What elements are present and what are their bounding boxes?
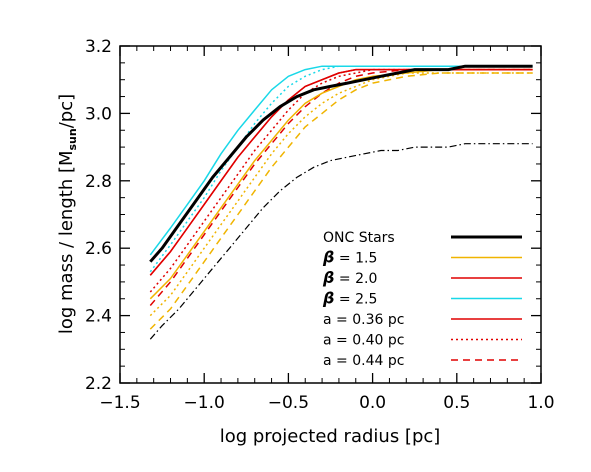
series-line-0 [149, 64, 533, 263]
x-tick-label: 1.0 [527, 393, 554, 413]
y-tick-label: 2.8 [85, 172, 112, 192]
legend-label: a = 0.44 pc [323, 353, 404, 369]
y-axis-title: log mass / length [Msun/pc] [56, 94, 79, 334]
y-tick-label: 2.4 [85, 307, 112, 327]
series-line-10 [149, 143, 533, 340]
legend-label: β = 2.0 [322, 268, 377, 287]
ticks-layer: −1.5 −1.0 −0.5 0.0 0.5 1.0 2.2 2.4 2.6 2.8 3.0 3.2 [85, 37, 555, 413]
x-tick-label: 0.5 [443, 393, 470, 413]
series-line-8 [149, 72, 533, 330]
series-line-9 [149, 65, 533, 273]
y-tick-label: 3.0 [85, 104, 112, 124]
y-tick-label: 2.6 [85, 239, 112, 259]
y-tick-label: 2.2 [85, 374, 112, 394]
x-tick-label: −1.5 [99, 393, 140, 413]
legend-label: a = 0.36 pc [323, 312, 404, 328]
legend-label: β = 2.5 [322, 289, 377, 308]
x-axis-title: log projected radius [pc] [220, 426, 441, 447]
series-layer [149, 64, 533, 340]
series-line-3 [149, 65, 533, 256]
legend-label: a = 0.40 pc [323, 333, 404, 349]
legend-label: β = 1.5 [322, 248, 377, 267]
y-tick-label: 3.2 [85, 37, 112, 57]
series-line-7 [149, 72, 533, 317]
x-tick-label: 0.0 [359, 393, 386, 413]
legend: ONC Stars β = 1.5β = 2.0 β = 2.5 a = 0.36 p… [322, 230, 522, 369]
legend-label: ONC Stars [323, 230, 395, 246]
x-tick-label: −1.0 [184, 393, 225, 413]
x-tick-label: −0.5 [268, 393, 309, 413]
